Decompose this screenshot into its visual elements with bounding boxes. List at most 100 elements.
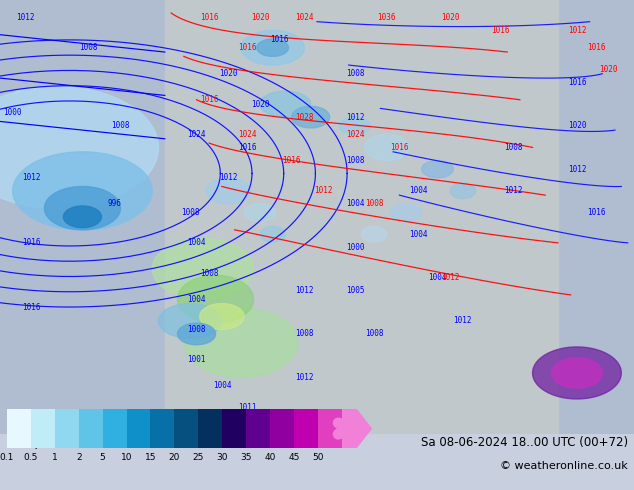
Text: 1: 1 — [52, 453, 58, 462]
Text: 15: 15 — [145, 453, 156, 462]
Text: 1012: 1012 — [16, 13, 35, 22]
Polygon shape — [241, 30, 304, 65]
Bar — [31, 409, 55, 448]
Polygon shape — [422, 160, 453, 178]
Text: Precipitation (6h) [mm] ECMWF: Precipitation (6h) [mm] ECMWF — [6, 437, 192, 449]
Text: 1008: 1008 — [187, 325, 206, 334]
Bar — [270, 409, 294, 448]
Polygon shape — [44, 187, 120, 230]
Bar — [79, 409, 103, 448]
Bar — [150, 409, 174, 448]
Text: 1012: 1012 — [314, 186, 333, 196]
Text: 20: 20 — [169, 453, 180, 462]
Text: 50: 50 — [312, 453, 323, 462]
Text: 1012: 1012 — [295, 286, 314, 295]
Text: 1011: 1011 — [238, 403, 257, 412]
Text: 1036: 1036 — [377, 13, 396, 22]
Text: 2: 2 — [76, 453, 82, 462]
Polygon shape — [292, 106, 330, 128]
Text: 1012: 1012 — [295, 373, 314, 382]
Text: 1000: 1000 — [346, 243, 365, 252]
Bar — [55, 409, 79, 448]
Text: 1008: 1008 — [504, 143, 523, 152]
Text: 1005: 1005 — [346, 286, 365, 295]
Text: 1008: 1008 — [365, 199, 384, 208]
Polygon shape — [184, 308, 298, 377]
Text: 30: 30 — [216, 453, 228, 462]
Text: 1020: 1020 — [250, 99, 269, 109]
Text: 1008: 1008 — [181, 208, 200, 217]
Text: 1008: 1008 — [79, 43, 98, 52]
Bar — [127, 409, 150, 448]
Polygon shape — [533, 347, 621, 399]
Text: 1016: 1016 — [390, 143, 409, 152]
Text: 1012: 1012 — [453, 317, 472, 325]
Text: 1020: 1020 — [599, 65, 618, 74]
Polygon shape — [357, 409, 372, 448]
Text: 1020: 1020 — [441, 13, 460, 22]
Text: 1008: 1008 — [111, 121, 130, 130]
Text: 1004: 1004 — [187, 238, 206, 247]
Text: 1004: 1004 — [187, 294, 206, 304]
Text: 1020: 1020 — [567, 121, 586, 130]
Text: 996: 996 — [107, 199, 121, 208]
Text: 0.5: 0.5 — [23, 453, 38, 462]
Text: 1004: 1004 — [346, 199, 365, 208]
Bar — [198, 409, 222, 448]
Text: 1024: 1024 — [295, 13, 314, 22]
Bar — [294, 409, 318, 448]
Text: 1016: 1016 — [567, 78, 586, 87]
Text: 1024: 1024 — [187, 130, 206, 139]
Text: 1020: 1020 — [250, 13, 269, 22]
Text: 1008: 1008 — [346, 156, 365, 165]
Text: © weatheronline.co.uk: © weatheronline.co.uk — [500, 461, 628, 471]
Bar — [246, 409, 270, 448]
Text: 1004: 1004 — [212, 381, 231, 391]
Text: 1024: 1024 — [346, 130, 365, 139]
Text: 10: 10 — [121, 453, 133, 462]
Polygon shape — [0, 87, 158, 208]
Bar — [342, 409, 357, 448]
Text: 1004: 1004 — [409, 230, 428, 239]
Polygon shape — [200, 304, 244, 330]
Polygon shape — [152, 239, 254, 299]
Text: 1016: 1016 — [491, 26, 510, 35]
Text: 1004: 1004 — [409, 186, 428, 196]
Text: 1008: 1008 — [295, 329, 314, 339]
Text: 1016: 1016 — [282, 156, 301, 165]
Polygon shape — [206, 178, 250, 204]
Text: 1012: 1012 — [567, 26, 586, 35]
Text: 1000: 1000 — [3, 108, 22, 117]
Bar — [318, 409, 342, 448]
Polygon shape — [260, 91, 311, 117]
Text: 25: 25 — [193, 453, 204, 462]
Polygon shape — [257, 39, 288, 56]
Bar — [174, 409, 198, 448]
Text: 1016: 1016 — [238, 43, 257, 52]
Text: 40: 40 — [264, 453, 276, 462]
Text: 1012: 1012 — [22, 173, 41, 182]
Polygon shape — [450, 183, 476, 198]
Text: 35: 35 — [240, 453, 252, 462]
Polygon shape — [13, 152, 152, 230]
Polygon shape — [178, 275, 254, 323]
Text: 1008: 1008 — [365, 329, 384, 339]
Text: 1012: 1012 — [346, 113, 365, 122]
Text: 45: 45 — [288, 453, 300, 462]
Bar — [7, 409, 31, 448]
Text: 1016: 1016 — [22, 238, 41, 247]
Text: 1016: 1016 — [586, 43, 605, 52]
Polygon shape — [63, 206, 101, 228]
Polygon shape — [244, 204, 276, 221]
Text: 1012: 1012 — [219, 173, 238, 182]
Bar — [222, 409, 246, 448]
Polygon shape — [552, 358, 602, 388]
Text: 1004: 1004 — [428, 273, 447, 282]
Text: 0.1: 0.1 — [0, 453, 14, 462]
Text: 1008: 1008 — [346, 69, 365, 78]
Text: 1016: 1016 — [586, 208, 605, 217]
Bar — [165, 0, 558, 434]
Text: 1028: 1028 — [295, 113, 314, 122]
Text: 1016: 1016 — [200, 13, 219, 22]
Polygon shape — [365, 134, 409, 160]
